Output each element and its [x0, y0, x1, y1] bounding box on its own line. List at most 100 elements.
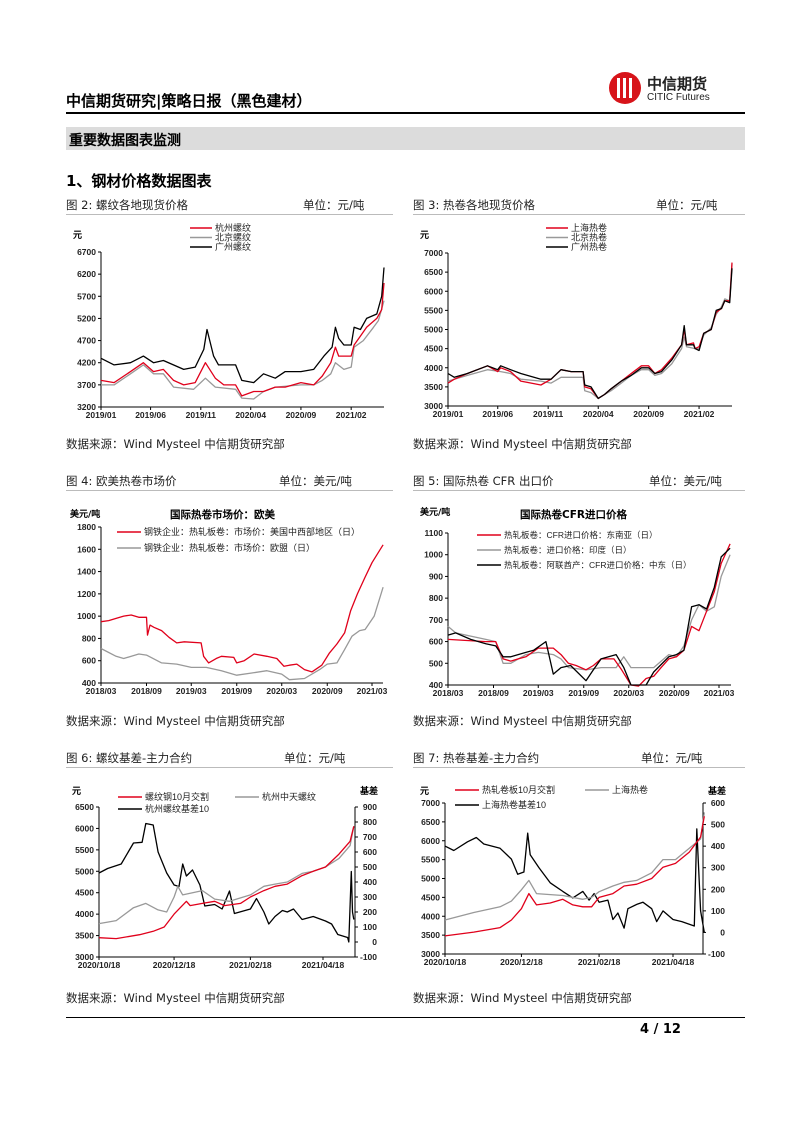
figure-3-unit: 单位：元/吨	[656, 198, 718, 212]
y-tick-label: 7000	[424, 248, 443, 258]
x-tick-label: 2020/10/18	[424, 957, 467, 967]
series-line-2	[447, 554, 731, 671]
x-tick-label: 2021/03	[357, 686, 388, 696]
y-right-tick-label: 0	[372, 937, 377, 947]
y-right-tick-label: 900	[363, 802, 377, 812]
series-line-3	[447, 268, 733, 400]
figure-5-rule	[413, 490, 745, 491]
legend-label: 螺纹钢10月交割	[145, 791, 209, 802]
y-tick-label: 800	[82, 633, 96, 643]
y-right-tick-label: -100	[708, 949, 725, 959]
chart2-y-unit: 元	[73, 231, 83, 241]
legend-label: 热轧板卷：阿联酋产：CFR进口价格：中东（日）	[504, 560, 691, 570]
x-tick-label: 2019/11	[533, 409, 564, 419]
y-tick-label: 5000	[421, 874, 440, 884]
logo-text-en: CITIC Futures	[647, 92, 710, 103]
x-tick-label: 2018/03	[433, 688, 464, 698]
series-line-1	[444, 816, 705, 937]
y-right-tick-label: 500	[363, 862, 377, 872]
y-tick-label: 3000	[421, 949, 440, 959]
x-tick-label: 2021/02	[336, 410, 367, 420]
x-tick-label: 2020/03	[266, 686, 297, 696]
chart5-y-unit: 美元/吨	[420, 508, 451, 518]
y-tick-label: 1600	[77, 544, 96, 554]
figure-7-source: 数据来源：Wind Mysteel 中信期货研究部	[413, 991, 632, 1005]
series-line-2	[100, 587, 384, 681]
chart4-title: 国际热卷市场价：欧美	[170, 509, 275, 521]
x-tick-label: 2021/02/18	[578, 957, 621, 967]
y-tick-label: 900	[429, 571, 443, 581]
series-line-3	[447, 547, 731, 686]
y-right-tick-label: 600	[363, 847, 377, 857]
legend-label: 热轧卷板10月交割	[482, 784, 555, 795]
series-line-1	[447, 262, 733, 400]
figure-2-unit: 单位：元/吨	[303, 198, 365, 212]
chart6-y-unit: 元	[72, 787, 82, 797]
y-right-tick-label: 400	[711, 841, 725, 851]
chart-2: 3200 3700 4200 4700 5200 5700 6200 6700 2019/01 2…	[77, 222, 385, 420]
chart-7: 300035004000450050005500600065007000-100…	[421, 784, 725, 967]
y-tick-label: 6500	[75, 802, 94, 812]
series-line-1	[100, 544, 384, 673]
y-right-tick-label: 800	[363, 817, 377, 827]
y-tick-label: 5000	[424, 325, 443, 335]
y-tick-label: 600	[82, 656, 96, 666]
series-line-3	[98, 822, 355, 943]
chart-6: 3000 3500 4000 4500 5000 5500 6000 6500 -100 0 100…	[75, 791, 377, 970]
figure-2-caption: 图 2: 螺纹各地现货价格	[66, 198, 189, 212]
chart3-y-unit: 元	[420, 231, 430, 241]
x-tick-label: 2020/04	[583, 409, 614, 419]
chart6-y-unit-right: 基差	[360, 787, 379, 797]
legend-label: 上海热卷	[612, 784, 648, 795]
y-tick-label: 4200	[77, 358, 96, 368]
report-title: 中信期货研究|策略日报（黑色建材）	[66, 92, 312, 110]
y-right-tick-label: 0	[720, 927, 725, 937]
page-number: 4 / 12	[640, 1022, 681, 1037]
x-tick-label: 2020/12/18	[500, 957, 543, 967]
y-tick-label: 500	[429, 658, 443, 668]
x-tick-label: 2019/03	[523, 688, 554, 698]
y-tick-label: 1100	[425, 528, 444, 538]
legend-label: 钢铁企业：热轧板卷：市场价：欧盟（日）	[144, 542, 315, 553]
y-tick-label: 4500	[424, 344, 443, 354]
y-tick-label: 6500	[421, 817, 440, 827]
x-tick-label: 2020/09	[633, 409, 664, 419]
figure-2-source: 数据来源：Wind Mysteel 中信期货研究部	[66, 437, 285, 451]
x-tick-label: 2018/03	[86, 686, 117, 696]
legend-label: 北京热卷	[571, 232, 607, 243]
x-tick-label: 2019/01	[86, 410, 117, 420]
figure-3-rule	[413, 214, 745, 215]
y-tick-label: 4500	[421, 892, 440, 902]
y-right-tick-label: 100	[711, 906, 725, 916]
series-line-2	[444, 812, 705, 921]
y-tick-label: 4500	[75, 888, 94, 898]
series-line-3	[444, 828, 705, 933]
y-tick-label: 3000	[424, 401, 443, 411]
x-tick-label: 2019/06	[482, 409, 513, 419]
x-tick-label: 2021/02/18	[229, 960, 272, 970]
series-line-1	[98, 826, 355, 940]
legend-label: 上海热卷	[571, 222, 607, 233]
x-tick-label: 2019/11	[186, 410, 217, 420]
y-tick-label: 3500	[75, 931, 94, 941]
legend-label: 杭州螺纹基差10	[145, 803, 209, 814]
x-tick-label: 2019/06	[135, 410, 166, 420]
figure-5-unit: 单位：美元/吨	[649, 474, 722, 488]
figure-2-rule	[66, 214, 393, 215]
y-tick-label: 6700	[77, 247, 96, 257]
y-tick-label: 4000	[75, 909, 94, 919]
chart5-title: 国际热卷CFR进口价格	[520, 509, 627, 521]
y-tick-label: 1200	[77, 589, 96, 599]
legend-label: 广州热卷	[571, 241, 607, 252]
x-tick-label: 2020/12/18	[153, 960, 196, 970]
y-right-tick-label: 200	[711, 884, 725, 894]
section-title: 1、钢材价格数据图表	[66, 172, 212, 190]
y-tick-label: 5500	[75, 845, 94, 855]
figure-6-rule	[66, 767, 393, 768]
y-tick-label: 600	[429, 637, 443, 647]
y-tick-label: 7000	[421, 798, 440, 808]
figure-4-caption: 图 4: 欧美热卷市场价	[66, 474, 177, 488]
x-tick-label: 2021/04/18	[652, 957, 695, 967]
chart7-y-unit: 元	[420, 787, 430, 797]
y-tick-label: 5500	[421, 855, 440, 865]
